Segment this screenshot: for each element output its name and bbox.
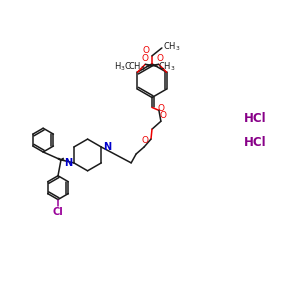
Text: O: O bbox=[141, 136, 148, 145]
Text: HCl: HCl bbox=[244, 112, 267, 125]
Text: N: N bbox=[103, 142, 111, 152]
Text: O: O bbox=[158, 104, 165, 113]
Text: CH$_3$: CH$_3$ bbox=[163, 41, 180, 53]
Text: N: N bbox=[64, 158, 72, 168]
Text: O: O bbox=[142, 54, 149, 63]
Text: CH$_3$: CH$_3$ bbox=[128, 60, 146, 73]
Text: HCl: HCl bbox=[244, 136, 267, 148]
Text: Cl: Cl bbox=[52, 208, 63, 218]
Text: O: O bbox=[160, 111, 167, 120]
Text: CH$_3$: CH$_3$ bbox=[158, 60, 176, 73]
Text: H$_3$C: H$_3$C bbox=[114, 60, 132, 73]
Text: O: O bbox=[143, 46, 150, 55]
Text: O: O bbox=[156, 54, 163, 63]
